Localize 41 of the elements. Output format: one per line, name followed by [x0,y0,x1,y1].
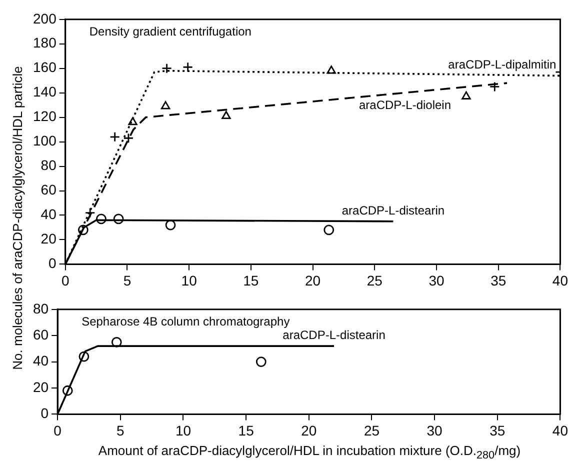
y-tick-label: 100 [33,132,57,149]
series-label: araCDP-L-distearin [342,203,445,218]
y-tick-label: 60 [32,326,49,342]
y-tick-label: 160 [33,59,57,76]
series-label: araCDP-L-diolein [358,98,452,112]
x-tick-label: 25 [364,422,380,438]
y-tick-label: 40 [40,206,57,222]
y-tick-label: 80 [32,300,49,316]
y-tick-label: 0 [48,255,57,272]
x-tick-label: 0 [61,272,70,288]
series-label: araCDP-L-dipalmitin [448,58,556,72]
x-tick-label: 40 [552,422,568,438]
y-tick-label: 200 [33,10,57,26]
y-tick-label: 60 [40,182,57,198]
y-tick-label: 80 [40,157,57,174]
y-axis-title: No. molecules of araCDP-diacylglycerol/HDL particle [10,65,25,372]
x-tick-label: 30 [426,422,443,438]
y-tick-label: 40 [32,352,49,369]
series-label: araCDP-L-distearin [282,328,386,342]
x-axis-title: Amount of araCDP-diacylglycerol/HDL in incubation mixture (O.D.$_{280}$/mg) [97,443,522,462]
y-tick-label: 120 [33,108,57,124]
x-tick-label: 25 [366,272,383,288]
x-tick-label: 40 [552,272,568,288]
annotation: Sepharose 4B column chromatography [82,314,290,328]
x-tick-label: 20 [301,422,317,438]
x-tick-label: 35 [490,272,506,288]
x-tick-label: 5 [116,422,125,438]
y-tick-label: 140 [33,84,57,100]
y-tick-label: 20 [32,378,49,395]
y-tick-label: 180 [33,34,57,51]
y-tick-label: 0 [40,405,49,422]
x-tick-label: 10 [181,272,198,288]
x-tick-label: 15 [243,272,259,288]
y-tick-label: 20 [40,230,57,247]
x-tick-label: 15 [238,422,254,438]
annotation: Density gradient centrifugation [89,24,252,38]
x-tick-label: 30 [428,272,444,288]
x-tick-label: 5 [123,272,132,288]
x-tick-label: 10 [175,422,192,438]
x-tick-label: 20 [304,272,321,288]
x-tick-label: 35 [490,422,506,438]
